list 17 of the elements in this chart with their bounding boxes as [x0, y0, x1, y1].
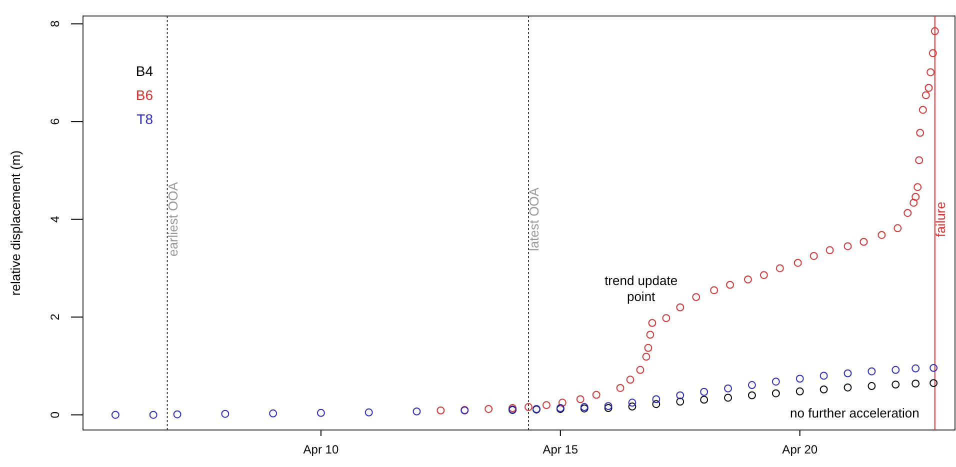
x-tick-label: Apr 20	[782, 442, 818, 456]
ref-line-label: earliest OOA	[165, 182, 180, 257]
y-tick-label: 2	[48, 313, 62, 320]
ref-line-label: failure	[932, 202, 948, 238]
ref-line-label: latest OOA	[526, 187, 542, 252]
text: T8	[136, 111, 154, 127]
text: B6	[136, 87, 154, 103]
x-tick-label: Apr 15	[542, 442, 578, 456]
y-tick-label: 0	[48, 411, 62, 418]
y-tick-label: 6	[48, 118, 62, 125]
y-tick-label: 4	[48, 216, 62, 223]
y-tick-label: 8	[48, 20, 62, 28]
annotation: trend update point	[604, 273, 678, 304]
y-axis-title: relative displacement (m)	[8, 150, 23, 296]
text: B4	[136, 63, 154, 79]
annotation: no further acceleration	[790, 405, 920, 420]
x-tick-label: Apr 10	[303, 442, 339, 456]
